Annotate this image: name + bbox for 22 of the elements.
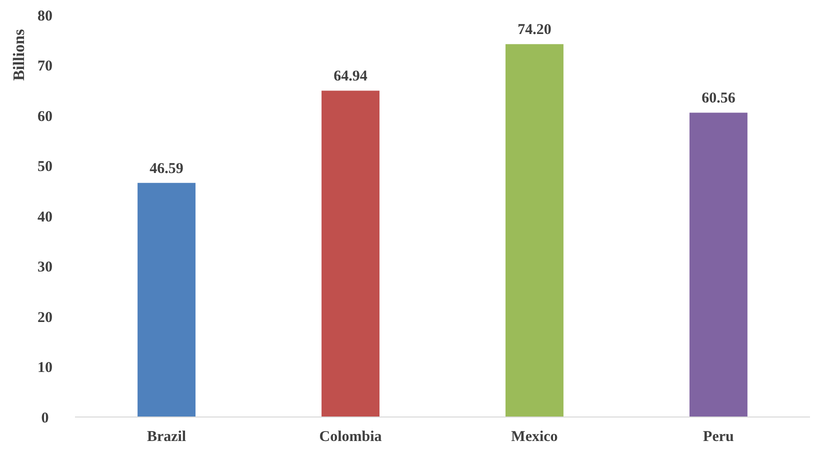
bar [689,112,748,417]
x-tick-label: Brazil [146,429,186,445]
data-label: 74.20 [518,22,552,38]
data-label: 64.94 [334,68,368,85]
bar [322,90,380,417]
x-tick-label: Mexico [511,429,558,445]
y-tick-label: 20 [38,310,52,326]
y-tick-label: 40 [38,209,52,226]
y-tick-label: 70 [38,58,52,74]
y-tick-label: 60 [38,108,52,125]
data-label: 60.56 [702,90,736,107]
x-tick-label: Colombia [319,429,382,445]
y-tick-label: 0 [41,410,49,426]
x-tick-label: Peru [703,429,734,445]
y-tick-label: 80 [38,8,52,24]
bar [506,44,564,417]
y-axis-title: Billions [11,29,28,81]
y-tick-label: 10 [38,360,52,376]
data-label: 46.59 [150,160,184,177]
bar [138,182,196,417]
y-tick-label: 30 [38,260,52,276]
y-tick-label: 50 [38,159,52,175]
